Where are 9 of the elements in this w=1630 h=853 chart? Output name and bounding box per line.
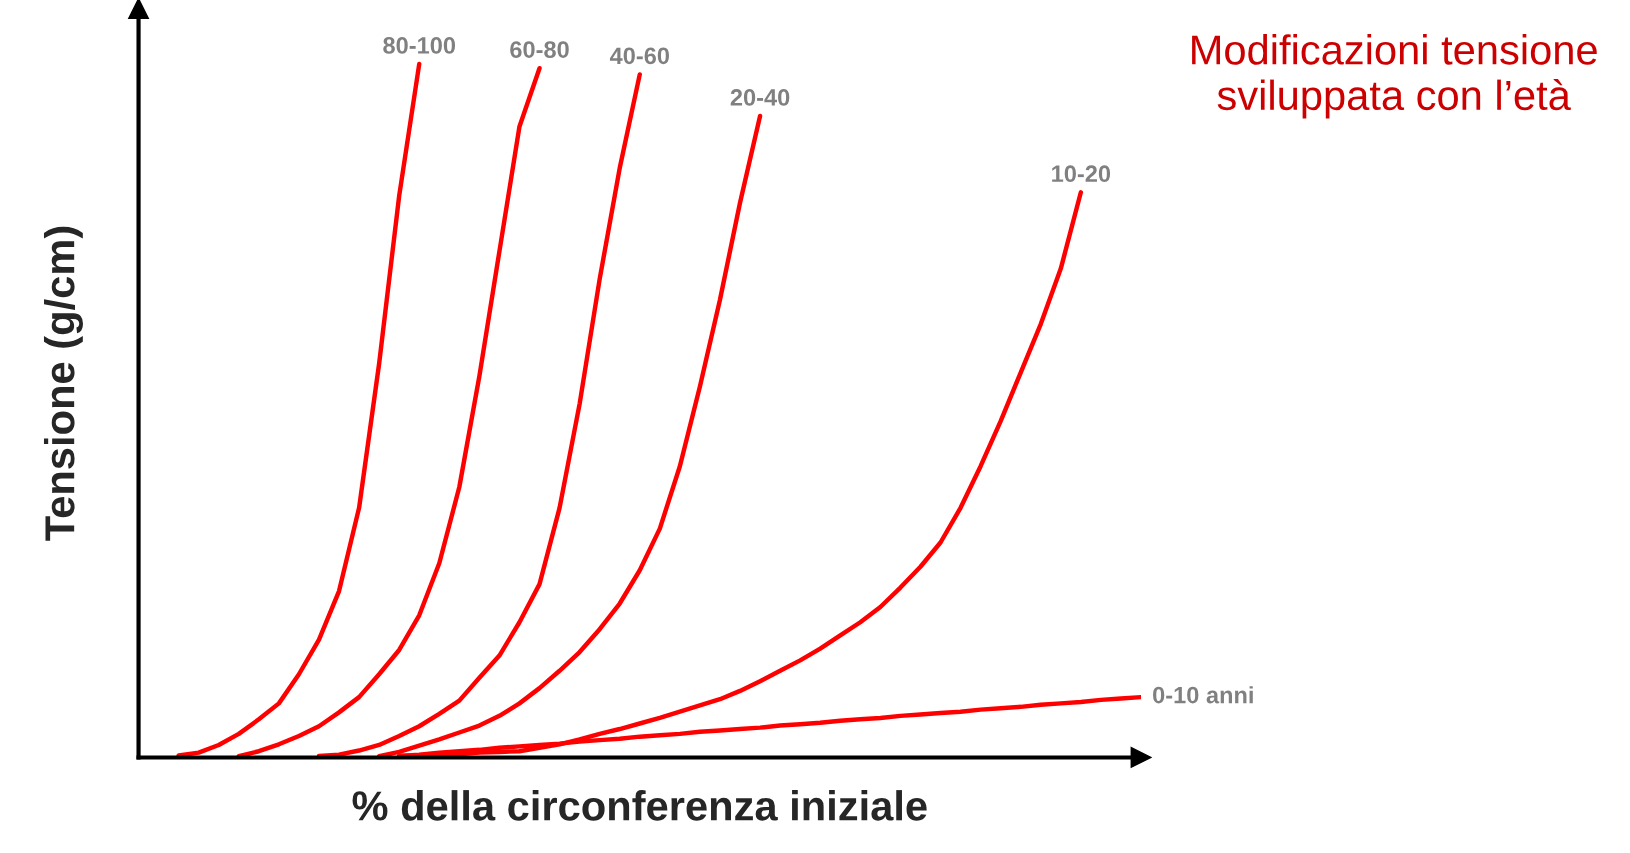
- x-axis-title: % della circonferenza iniziale: [352, 790, 927, 821]
- series-label: 40-60: [609, 47, 669, 65]
- y-axis-title: Tensione (g/cm): [43, 226, 83, 541]
- series-label: 10-20: [1052, 165, 1111, 183]
- series-label: 60-80: [510, 41, 569, 58]
- text: Modificazioni tensione sviluppata con l’età: [1192, 34, 1597, 119]
- series-label: 20-40: [730, 89, 790, 106]
- series-label: 80-100: [383, 37, 456, 54]
- series-label: 0-10 anni: [1153, 686, 1253, 704]
